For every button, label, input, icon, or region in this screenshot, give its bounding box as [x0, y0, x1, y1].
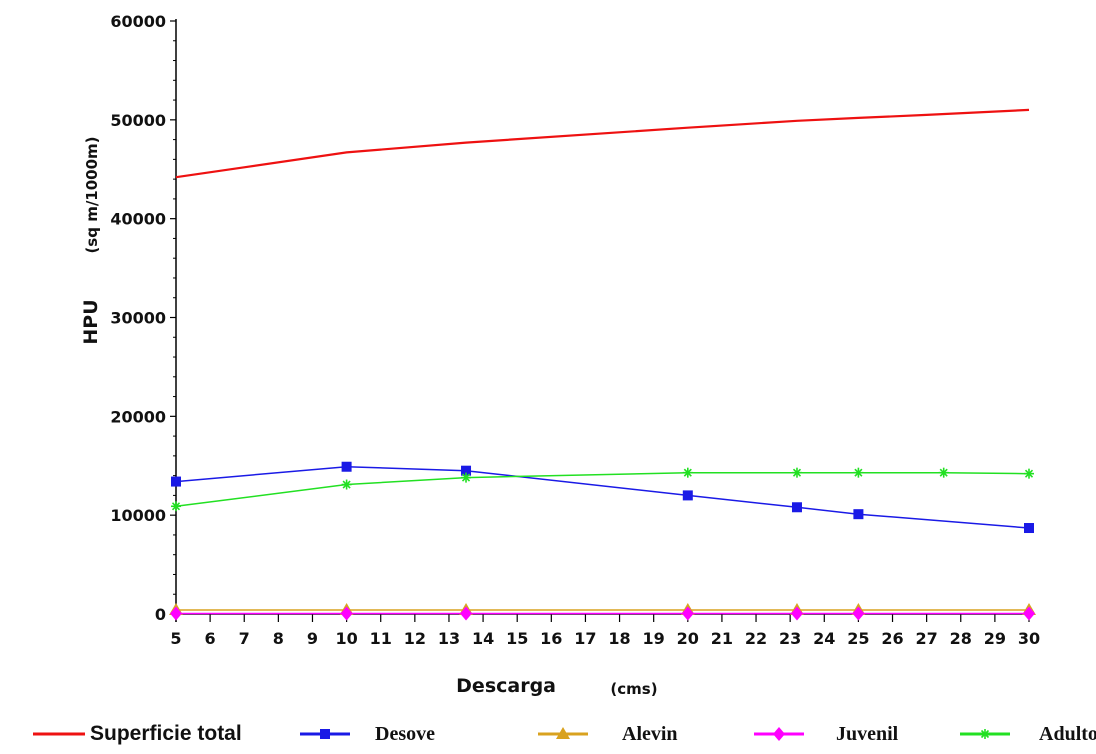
data-point-juvenil: [1023, 606, 1035, 621]
x-tick-label: 26: [881, 629, 903, 648]
x-tick-label: 6: [205, 629, 216, 648]
y-tick-label: 10000: [110, 506, 166, 525]
x-tick-label: 30: [1018, 629, 1040, 648]
data-point-adulto: [1024, 468, 1034, 479]
x-tick-label: 12: [404, 629, 426, 648]
y-tick-label: 60000: [110, 12, 166, 31]
data-point-adulto: [341, 479, 352, 490]
legend-item-alevin: Alevin: [538, 723, 678, 745]
x-tick-label: 28: [950, 629, 972, 648]
data-point-desove: [341, 461, 352, 472]
legend-label-alevin: Alevin: [622, 723, 678, 745]
x-tick-label: 9: [307, 629, 318, 648]
legend-label-superficie-total: Superficie total: [90, 722, 242, 745]
x-tick-label: 21: [711, 629, 733, 648]
legend-marker-adulto: [980, 729, 990, 739]
y-axis-unit: (sq m/1000m): [83, 136, 101, 253]
x-tick-label: 23: [779, 629, 801, 648]
legend-marker-desove: [320, 729, 330, 739]
x-tick-label: 24: [813, 629, 835, 648]
legend-label-adulto: Adulto: [1039, 723, 1096, 745]
legend-item-juvenil: Juvenil: [754, 723, 899, 745]
series-line-desove: [175, 465, 1030, 529]
data-point-desove: [461, 465, 472, 476]
legend-marker-juvenil: [773, 727, 785, 741]
legend: Superficie total Desove Alevin Juvenil Adult…: [33, 722, 1096, 745]
y-tick-label: 30000: [110, 309, 166, 328]
axes: 0 10000 20000 30000 40000 50000 60000 5 6 7 8 9 10 11…: [110, 12, 1040, 648]
x-tick-label: 29: [984, 629, 1006, 648]
x-tick-label: 20: [677, 629, 699, 648]
series-adulto: [171, 467, 1034, 512]
data-point-desove: [1024, 523, 1034, 534]
series-line-superficie-total: [175, 108, 1030, 179]
data-point-adulto: [682, 467, 693, 478]
x-tick-label: 14: [472, 629, 494, 648]
y-axis-label: HPU: [80, 299, 102, 344]
y-tick-label: 40000: [110, 210, 166, 229]
x-tick-label: 27: [916, 629, 938, 648]
x-tick-label: 11: [370, 629, 392, 648]
data-point-adulto: [853, 467, 864, 478]
data-point-adulto: [171, 501, 181, 512]
x-tick-label: 15: [506, 629, 528, 648]
x-tick-label: 19: [643, 629, 665, 648]
legend-item-desove: Desove: [300, 723, 435, 745]
data-point-juvenil: [790, 606, 803, 621]
legend-item-superficie-total: Superficie total: [33, 722, 242, 745]
data-point-desove: [171, 476, 181, 487]
x-tick-label: 16: [540, 629, 562, 648]
data-point-desove: [791, 502, 802, 513]
data-point-juvenil: [170, 606, 182, 621]
y-tick-label: 20000: [110, 407, 166, 426]
data-point-juvenil: [681, 606, 694, 621]
x-tick-label: 18: [608, 629, 630, 648]
series-superficie-total: [175, 108, 1030, 179]
data-point-adulto: [791, 467, 802, 478]
data-point-adulto: [938, 467, 949, 478]
data-point-desove: [682, 490, 693, 501]
data-point-adulto: [461, 472, 472, 483]
x-tick-label: 17: [574, 629, 596, 648]
data-point-desove: [853, 509, 864, 520]
legend-label-desove: Desove: [375, 723, 435, 745]
x-axis-label: Descarga: [456, 675, 556, 697]
series-desove: [171, 461, 1034, 534]
x-axis-unit: (cms): [610, 680, 657, 698]
data-point-juvenil: [340, 606, 353, 621]
x-tick-label: 22: [745, 629, 767, 648]
series-line-adulto: [175, 471, 1030, 508]
y-tick-label: 50000: [110, 111, 166, 130]
y-tick-label: 0: [155, 605, 166, 624]
x-tick-label: 10: [335, 629, 357, 648]
series-juvenil: [170, 606, 1035, 621]
series-layer: [169, 108, 1036, 621]
x-tick-label: 25: [847, 629, 869, 648]
x-tick-label: 7: [239, 629, 250, 648]
legend-item-adulto: Adulto: [960, 723, 1096, 745]
x-tick-label: 13: [438, 629, 460, 648]
legend-label-juvenil: Juvenil: [836, 723, 899, 745]
data-point-juvenil: [460, 606, 473, 621]
data-point-juvenil: [852, 606, 865, 621]
legend-marker-alevin: [556, 727, 570, 739]
x-tick-label: 8: [273, 629, 284, 648]
x-tick-label: 5: [170, 629, 181, 648]
